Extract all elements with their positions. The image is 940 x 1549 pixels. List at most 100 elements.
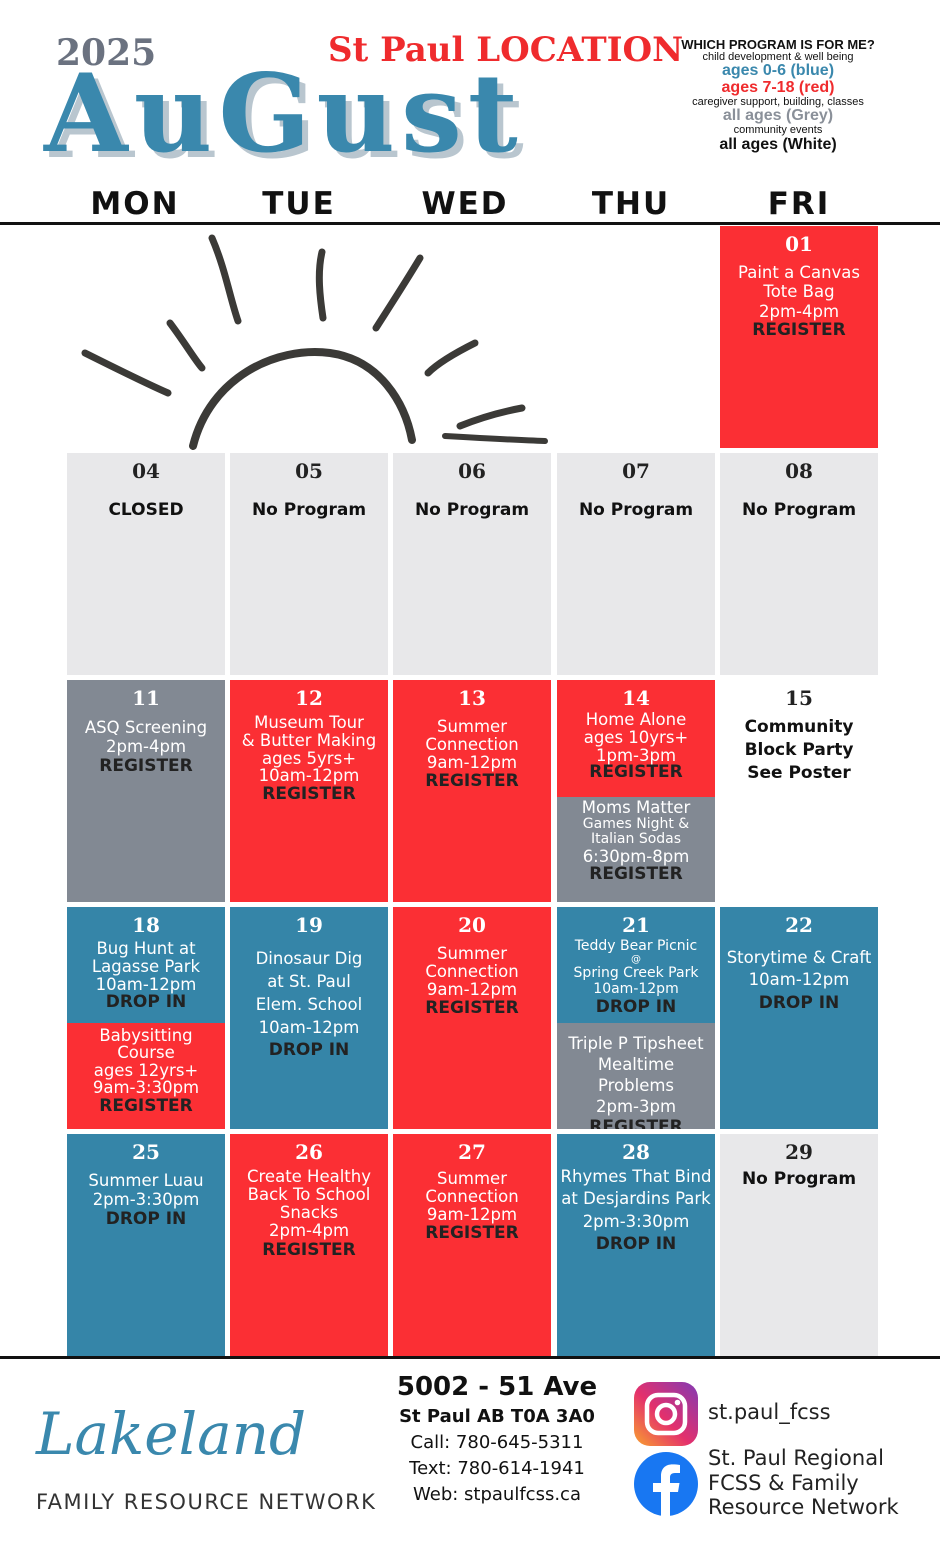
facebook-icon[interactable] bbox=[634, 1452, 698, 1516]
day-cell-14-home-alone[interactable]: 14 Home Alone ages 10yrs+ 1pm-3pm REGIST… bbox=[557, 680, 715, 797]
day-cell-28[interactable]: 28 Rhymes That Bind at Desjardins Park 2… bbox=[557, 1134, 715, 1356]
day-cell-29: 29 No Program bbox=[720, 1134, 878, 1356]
no-program-note: No Program bbox=[414, 500, 530, 520]
day-cell-13[interactable]: 13 Summer Connection 9am-12pm REGISTER bbox=[393, 680, 551, 902]
day-cell-20[interactable]: 20 Summer Connection 9am-12pm REGISTER bbox=[393, 907, 551, 1129]
event-line: Teddy Bear Picnic bbox=[574, 938, 698, 954]
register-link[interactable]: REGISTER bbox=[752, 319, 846, 340]
event-line: 9am-3:30pm bbox=[92, 1078, 200, 1098]
day-cell-18-bug-hunt[interactable]: 18 Bug Hunt at Lagasse Park 10am-12pm DR… bbox=[67, 907, 225, 1023]
drop-in-label[interactable]: DROP IN bbox=[595, 996, 677, 1017]
register-link[interactable]: REGISTER bbox=[425, 771, 519, 792]
drop-in-label[interactable]: DROP IN bbox=[268, 1040, 350, 1061]
register-link[interactable]: REGISTER bbox=[262, 1239, 356, 1260]
drop-in-label[interactable]: DROP IN bbox=[758, 992, 840, 1013]
legend-blue-label: ages 0-6 (blue) bbox=[721, 62, 835, 80]
logo-script: Lakeland bbox=[36, 1400, 307, 1468]
event-line: Back To School bbox=[247, 1185, 371, 1205]
drop-in-label[interactable]: DROP IN bbox=[595, 1233, 677, 1254]
event-line: 2pm-4pm bbox=[268, 1221, 350, 1241]
register-link[interactable]: REGISTER bbox=[425, 1223, 519, 1244]
day-number: 14 bbox=[622, 686, 650, 710]
event-line: Home Alone bbox=[585, 710, 687, 729]
day-cell-21-teddy-bear[interactable]: 21 Teddy Bear Picnic @ Spring Creek Park… bbox=[557, 907, 715, 1023]
event-line: 6:30pm-8pm bbox=[582, 846, 690, 866]
facebook-page-name[interactable]: St. Paul Regional FCSS & Family Resource… bbox=[708, 1446, 899, 1520]
day-number: 01 bbox=[785, 232, 813, 256]
day-cell-27[interactable]: 27 Summer Connection 9am-12pm REGISTER bbox=[393, 1134, 551, 1356]
event-line: Snacks bbox=[279, 1203, 339, 1223]
facebook-line: St. Paul Regional bbox=[708, 1446, 884, 1470]
logo-subtitle: FAMILY RESOURCE NETWORK bbox=[36, 1490, 377, 1514]
day-cell-19[interactable]: 19 Dinosaur Dig at St. Paul Elem. School… bbox=[230, 907, 388, 1129]
day-cell-14-moms-matter[interactable]: Moms Matter Games Night & Italian Sodas … bbox=[557, 797, 715, 902]
legend-grey-label: all ages (Grey) bbox=[722, 107, 834, 125]
event-line: 10am-12pm bbox=[748, 970, 850, 990]
instagram-handle[interactable]: st.paul_fcss bbox=[708, 1400, 831, 1424]
register-link[interactable]: REGISTER bbox=[589, 1117, 683, 1129]
event-line: 10am-12pm bbox=[95, 975, 197, 995]
event-line: Triple P Tipsheet bbox=[568, 1034, 704, 1053]
phone-text[interactable]: Text: 780-614-1941 bbox=[409, 1458, 585, 1479]
no-program-note: No Program bbox=[741, 500, 857, 520]
day-number: 15 bbox=[785, 686, 813, 710]
event-line: @ bbox=[631, 954, 641, 966]
register-link[interactable]: REGISTER bbox=[99, 755, 193, 776]
program-legend: WHICH PROGRAM IS FOR ME? child developme… bbox=[676, 38, 880, 153]
phone-call[interactable]: Call: 780-645-5311 bbox=[410, 1432, 584, 1453]
event-line: Storytime & Craft bbox=[726, 948, 872, 967]
register-link[interactable]: REGISTER bbox=[99, 1095, 193, 1116]
legend-white-label: all ages (White) bbox=[719, 135, 837, 153]
event-line: Museum Tour bbox=[254, 713, 364, 732]
event-line: Summer Luau bbox=[88, 1171, 204, 1190]
month-title: AuGust bbox=[44, 51, 524, 177]
event-line: Italian Sodas bbox=[590, 831, 682, 848]
event-line: Lagasse Park bbox=[91, 957, 201, 977]
day-cell-12[interactable]: 12 Museum Tour & Butter Making ages 5yrs… bbox=[230, 680, 388, 902]
day-number: 18 bbox=[132, 913, 160, 937]
day-number: 29 bbox=[785, 1140, 813, 1164]
legend-red-desc: caregiver support, building, classes bbox=[692, 95, 864, 108]
day-cell-06: 06 No Program bbox=[393, 453, 551, 675]
day-cell-22[interactable]: 22 Storytime & Craft 10am-12pm DROP IN bbox=[720, 907, 878, 1129]
legend-title: WHICH PROGRAM IS FOR ME? bbox=[681, 37, 875, 52]
drop-in-label[interactable]: DROP IN bbox=[105, 992, 187, 1013]
day-number: 20 bbox=[458, 913, 486, 937]
day-cell-01[interactable]: 01 Paint a Canvas Tote Bag 2pm-4pm REGIS… bbox=[720, 226, 878, 448]
event-line: 9am-12pm bbox=[426, 753, 518, 773]
day-cell-21-triple-p[interactable]: Triple P Tipsheet Mealtime Problems 2pm-… bbox=[557, 1023, 715, 1129]
register-link[interactable]: REGISTER bbox=[589, 762, 683, 783]
drop-in-label[interactable]: DROP IN bbox=[105, 1208, 187, 1229]
event-line: Connection bbox=[425, 962, 519, 982]
register-link[interactable]: REGISTER bbox=[589, 864, 683, 885]
sun-illustration bbox=[81, 234, 548, 450]
day-cell-26[interactable]: 26 Create Healthy Back To School Snacks … bbox=[230, 1134, 388, 1356]
day-cell-04: 04 CLOSED bbox=[67, 453, 225, 675]
year: 2025 bbox=[56, 32, 157, 74]
event-line: Elem. School bbox=[255, 995, 363, 1015]
day-cell-18-babysitting[interactable]: Babysitting Course ages 12yrs+ 9am-3:30p… bbox=[67, 1023, 225, 1129]
no-program-note: No Program bbox=[578, 500, 694, 520]
day-number: 05 bbox=[295, 459, 323, 483]
register-link[interactable]: REGISTER bbox=[425, 998, 519, 1019]
event-line: 2pm-3:30pm bbox=[582, 1211, 690, 1231]
contact-block: 5002 - 51 Ave St Paul AB T0A 3A0 Call: 7… bbox=[392, 1372, 602, 1505]
day-number: 22 bbox=[785, 913, 813, 937]
day-number: 28 bbox=[622, 1140, 650, 1164]
event-line: Block Party bbox=[744, 739, 854, 760]
event-line: at St. Paul bbox=[267, 972, 351, 992]
day-cell-25[interactable]: 25 Summer Luau 2pm-3:30pm DROP IN bbox=[67, 1134, 225, 1356]
day-number: 04 bbox=[132, 459, 160, 483]
instagram-icon[interactable] bbox=[634, 1382, 698, 1446]
event-line: Connection bbox=[425, 1187, 519, 1207]
website-link[interactable]: Web: stpaulfcss.ca bbox=[413, 1484, 581, 1505]
day-cell-11[interactable]: 11 ASQ Screening 2pm-4pm REGISTER bbox=[67, 680, 225, 902]
footer-divider bbox=[0, 1356, 940, 1359]
register-link[interactable]: REGISTER bbox=[262, 784, 356, 805]
legend-grey-desc: community events bbox=[733, 124, 823, 137]
weekday-tue: TUE bbox=[262, 186, 336, 222]
no-program-note: No Program bbox=[741, 1169, 857, 1189]
day-number: 21 bbox=[622, 913, 650, 937]
event-line: Games Night & bbox=[582, 815, 690, 832]
event-line: ages 10yrs+ bbox=[583, 727, 689, 747]
